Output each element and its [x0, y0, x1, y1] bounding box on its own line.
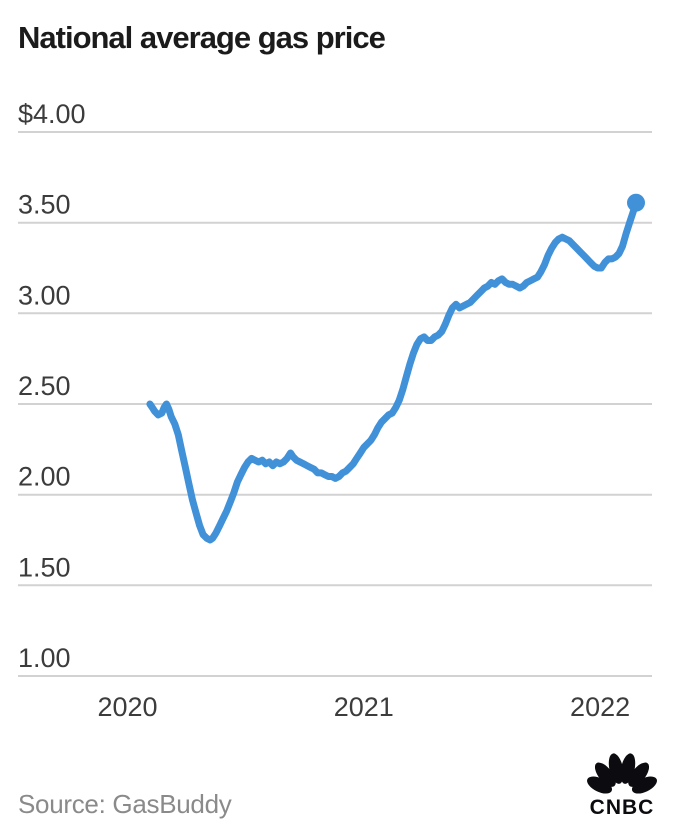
- y-axis-label: 3.50: [18, 190, 71, 220]
- y-axis-label: 1.50: [18, 552, 71, 582]
- chart-title: National average gas price: [18, 20, 386, 55]
- cnbc-wordmark: CNBC: [590, 796, 655, 818]
- source-attribution: Source: GasBuddy: [18, 789, 232, 819]
- cnbc-logo: CNBC: [587, 753, 657, 818]
- y-axis-label: 3.00: [18, 280, 71, 310]
- y-axis-label: 2.00: [18, 462, 71, 492]
- x-axis-label: 2021: [334, 692, 394, 722]
- latest-point-marker: [627, 193, 645, 212]
- y-axis-label: 2.50: [18, 371, 71, 401]
- x-axis-label: 2022: [570, 692, 630, 722]
- y-axis-label: $4.00: [18, 99, 86, 129]
- x-axis-label: 2020: [97, 692, 157, 722]
- gas-price-line: [146, 199, 640, 544]
- y-axis-label: 1.00: [18, 643, 71, 673]
- peacock-icon: [587, 753, 657, 794]
